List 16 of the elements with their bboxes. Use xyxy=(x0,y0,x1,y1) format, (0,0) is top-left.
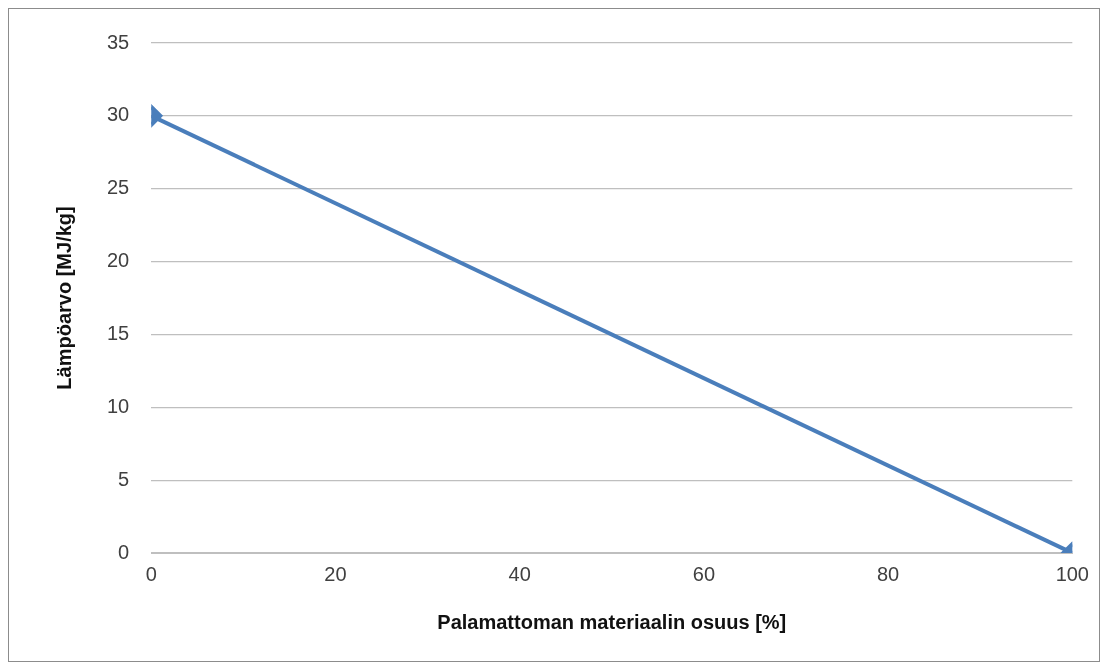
x-tick-label: 20 xyxy=(324,562,347,585)
y-tick-label: 30 xyxy=(107,103,130,126)
x-tick-label: 40 xyxy=(508,562,531,585)
y-tick-label: 35 xyxy=(107,30,130,53)
x-tick-label: 60 xyxy=(692,562,716,585)
x-axis-title: Palamattoman materiaalin osuus [%] xyxy=(437,610,787,633)
y-axis-title: Lämpöarvo [MJ/kg] xyxy=(52,206,75,390)
x-tick-label: 80 xyxy=(876,562,900,585)
x-tick-label: 100 xyxy=(1055,562,1089,585)
y-tick-label: 20 xyxy=(107,249,130,272)
y-tick-label: 15 xyxy=(107,321,130,344)
y-tick-label: 5 xyxy=(118,467,130,490)
x-tick-label: 0 xyxy=(145,562,157,585)
y-tick-label: 0 xyxy=(118,540,130,563)
y-tick-label: 10 xyxy=(107,394,130,417)
y-tick-label: 25 xyxy=(107,176,130,199)
